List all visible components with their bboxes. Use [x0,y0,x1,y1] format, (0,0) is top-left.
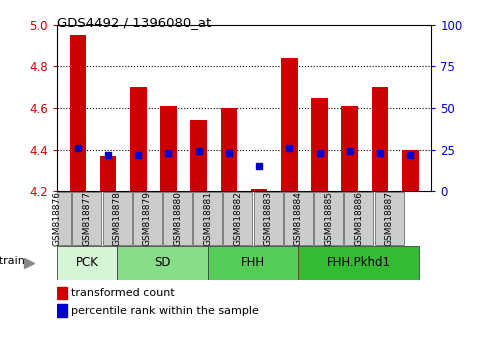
FancyBboxPatch shape [254,192,282,245]
Text: GSM818885: GSM818885 [324,191,333,246]
Bar [130,87,146,191]
Bar [372,87,388,191]
FancyBboxPatch shape [344,192,373,245]
FancyBboxPatch shape [375,192,404,245]
FancyBboxPatch shape [193,192,222,245]
Text: GDS4492 / 1396080_at: GDS4492 / 1396080_at [57,16,211,29]
Bar [281,58,298,191]
Bar [190,120,207,191]
FancyBboxPatch shape [284,192,313,245]
Text: GSM818876: GSM818876 [52,191,61,246]
FancyBboxPatch shape [133,192,162,245]
Text: transformed count: transformed count [70,288,175,298]
Bar [57,304,67,317]
Text: GSM818879: GSM818879 [143,191,152,246]
Text: GSM818884: GSM818884 [294,191,303,246]
Text: FHH: FHH [241,256,265,269]
FancyBboxPatch shape [72,192,102,245]
FancyBboxPatch shape [208,246,298,280]
Bar [70,35,86,191]
Text: GSM818887: GSM818887 [385,191,393,246]
Text: GSM818882: GSM818882 [234,191,243,246]
Bar [100,156,116,191]
Text: GSM818881: GSM818881 [203,191,212,246]
Bar [311,98,328,191]
Text: GSM818886: GSM818886 [354,191,363,246]
Bar [221,108,237,191]
Text: GSM818883: GSM818883 [264,191,273,246]
FancyBboxPatch shape [223,192,252,245]
FancyBboxPatch shape [314,192,343,245]
FancyBboxPatch shape [163,192,192,245]
Bar [160,106,177,191]
Text: FHH.Pkhd1: FHH.Pkhd1 [327,256,391,269]
FancyBboxPatch shape [298,246,419,280]
Text: PCK: PCK [75,256,98,269]
Bar [57,287,67,299]
FancyBboxPatch shape [117,246,208,280]
Bar [402,149,419,191]
FancyBboxPatch shape [42,192,71,245]
Text: GSM818880: GSM818880 [173,191,182,246]
Text: GSM818878: GSM818878 [112,191,122,246]
Text: percentile rank within the sample: percentile rank within the sample [70,306,258,316]
Text: strain: strain [0,256,26,266]
FancyBboxPatch shape [103,192,132,245]
Text: SD: SD [154,256,171,269]
Bar [251,189,267,191]
Text: GSM818877: GSM818877 [82,191,91,246]
FancyBboxPatch shape [57,246,117,280]
Bar [342,106,358,191]
